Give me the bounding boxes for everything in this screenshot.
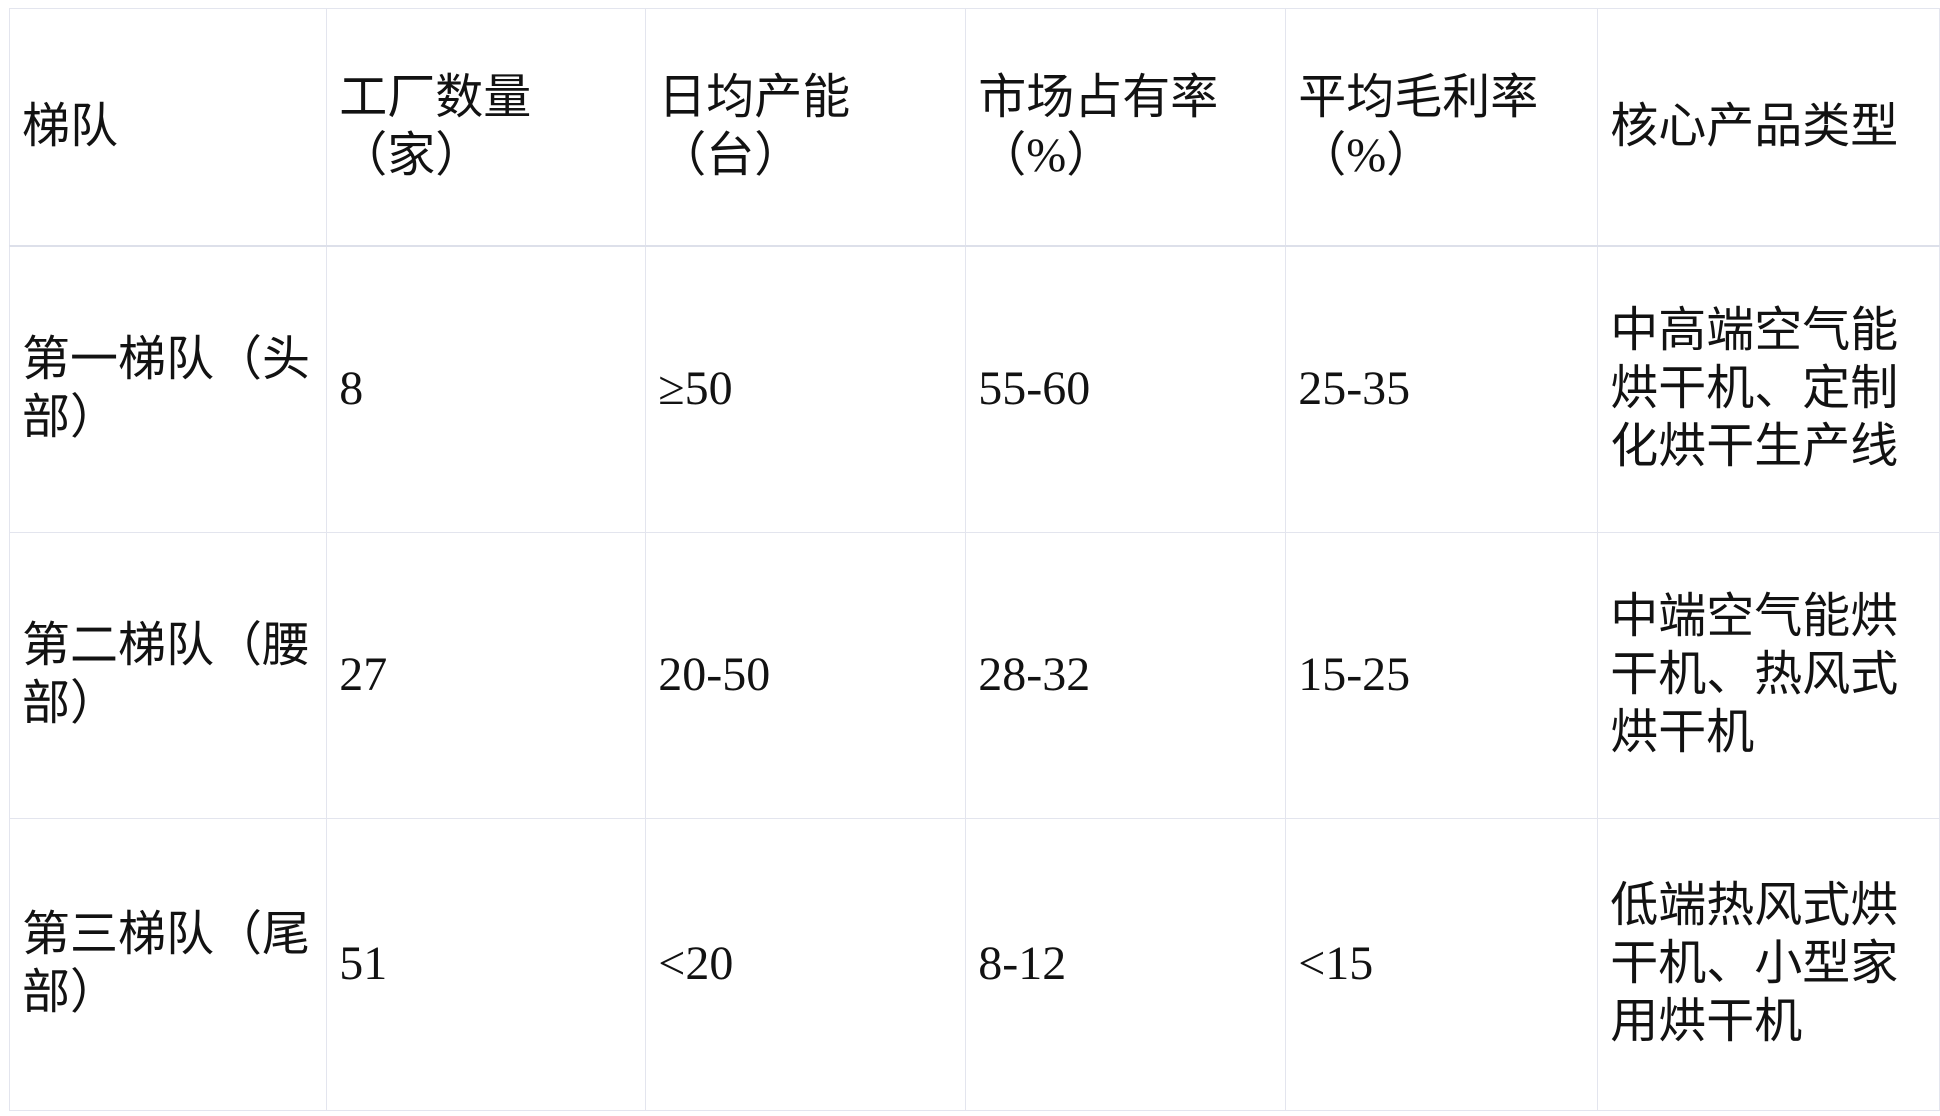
cell-core-products: 低端热风式烘干机、小型家用烘干机 bbox=[1597, 817, 1940, 1111]
cell-gross-margin: 15-25 bbox=[1285, 531, 1599, 819]
cell-factory-count: 51 bbox=[326, 817, 647, 1111]
cell-market-share: 28-32 bbox=[965, 531, 1287, 819]
cell-gross-margin: <15 bbox=[1285, 817, 1599, 1111]
cell-factory-count: 27 bbox=[326, 531, 647, 819]
cell-core-products: 中端空气能烘干机、热风式烘干机 bbox=[1597, 531, 1940, 819]
header-cell-factory-count: 工厂数量（家） bbox=[326, 8, 647, 247]
header-cell-tier: 梯队 bbox=[8, 8, 328, 247]
cell-market-share: 8-12 bbox=[965, 817, 1287, 1111]
table-row: 第三梯队（尾部） 51 <20 8-12 <15 低端热风式烘干机、小型家用烘干… bbox=[8, 817, 1940, 1111]
header-cell-core-products: 核心产品类型 bbox=[1597, 8, 1940, 247]
page: 梯队 工厂数量（家） 日均产能（台） 市场占有率（%） 平均毛利率（%） 核心产… bbox=[0, 8, 1940, 1116]
cell-core-products: 中高端空气能烘干机、定制化烘干生产线 bbox=[1597, 245, 1940, 533]
tier-comparison-table: 梯队 工厂数量（家） 日均产能（台） 市场占有率（%） 平均毛利率（%） 核心产… bbox=[8, 8, 1940, 1111]
cell-tier: 第三梯队（尾部） bbox=[8, 817, 328, 1111]
cell-market-share: 55-60 bbox=[965, 245, 1287, 533]
header-cell-gross-margin: 平均毛利率（%） bbox=[1285, 8, 1599, 247]
table-row: 第二梯队（腰部） 27 20-50 28-32 15-25 中端空气能烘干机、热… bbox=[8, 531, 1940, 819]
cell-tier: 第一梯队（头部） bbox=[8, 245, 328, 533]
header-row: 梯队 工厂数量（家） 日均产能（台） 市场占有率（%） 平均毛利率（%） 核心产… bbox=[8, 8, 1940, 247]
cell-daily-capacity: 20-50 bbox=[645, 531, 967, 819]
cell-factory-count: 8 bbox=[326, 245, 647, 533]
header-cell-market-share: 市场占有率（%） bbox=[965, 8, 1287, 247]
table-row: 第一梯队（头部） 8 ≥50 55-60 25-35 中高端空气能烘干机、定制化… bbox=[8, 245, 1940, 533]
cell-daily-capacity: <20 bbox=[645, 817, 967, 1111]
cell-gross-margin: 25-35 bbox=[1285, 245, 1599, 533]
cell-tier: 第二梯队（腰部） bbox=[8, 531, 328, 819]
cell-daily-capacity: ≥50 bbox=[645, 245, 967, 533]
header-cell-daily-capacity: 日均产能（台） bbox=[645, 8, 967, 247]
